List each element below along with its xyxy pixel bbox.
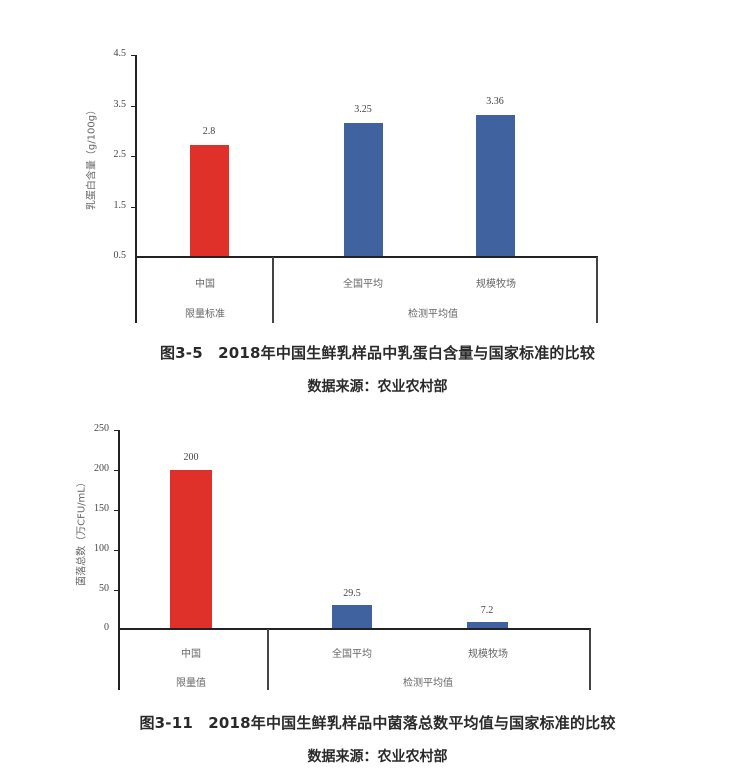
y-tick-label: 50 — [99, 583, 109, 594]
category-label: 规模牧场 — [476, 279, 516, 290]
y-tick — [114, 550, 119, 551]
group-label: 检测平均值 — [403, 678, 453, 689]
category-label: 中国 — [181, 649, 201, 660]
bar-large-farms — [476, 115, 515, 257]
figure-caption: 图3-5 2018年中国生鲜乳样品中乳蛋白含量与国家标准的比较 — [159, 344, 596, 362]
category-label: 规模牧场 — [468, 649, 508, 660]
category-label: 全国平均 — [332, 649, 372, 660]
bar-value-label: 3.25 — [354, 104, 372, 115]
group-label: 限量标准 — [185, 309, 225, 320]
data-source: 数据来源：农业农村部 — [307, 749, 448, 765]
category-label: 全国平均 — [343, 279, 383, 290]
y-tick — [114, 470, 119, 471]
group-divider — [272, 257, 274, 323]
y-tick-label: 0 — [104, 622, 109, 633]
y-axis-label: 菌落总数（万CFU/mL） — [76, 477, 88, 586]
y-tick — [131, 207, 136, 208]
y-tick — [114, 430, 119, 431]
y-tick-label: 2.5 — [113, 149, 127, 160]
figure-caption: 图3-11 2018年中国生鲜乳样品中菌落总数平均值与国家标准的比较 — [139, 714, 616, 732]
category-label: 中国 — [195, 279, 215, 290]
y-tick — [131, 55, 136, 56]
y-tick-label: 3.5 — [113, 99, 127, 110]
bar-value-label: 3.36 — [486, 96, 504, 107]
group-label: 检测平均值 — [408, 309, 458, 320]
y-tick-label: 200 — [94, 463, 109, 474]
y-axis — [118, 430, 120, 690]
y-tick — [131, 156, 136, 157]
bar-china-limit — [170, 470, 212, 629]
bar-value-label: 2.8 — [202, 126, 216, 137]
group-divider — [267, 629, 269, 690]
y-axis — [135, 55, 137, 323]
group-label: 限量值 — [176, 678, 206, 689]
y-tick-label: 250 — [94, 423, 109, 434]
y-tick — [114, 590, 119, 591]
bar-value-label: 29.5 — [343, 588, 361, 599]
x-axis — [118, 628, 591, 630]
x-axis — [135, 256, 598, 258]
bar-national-average — [332, 605, 372, 629]
y-tick-label: 4.5 — [113, 48, 127, 59]
bar-china-limit — [190, 145, 229, 257]
y-tick-label: 0.5 — [113, 250, 127, 261]
y-tick-label: 1.5 — [113, 200, 127, 211]
y-tick-label: 100 — [94, 543, 109, 554]
bar-large-farms — [467, 622, 508, 629]
bar-value-label: 7.2 — [480, 605, 494, 616]
axis-right-edge — [596, 257, 598, 323]
protein-chart: 乳蛋白含量（g/100g） 4.5 3.5 2.5 1.5 0.5 2.8 3.… — [87, 48, 598, 395]
bar-value-label: 200 — [183, 452, 199, 463]
y-tick — [114, 510, 119, 511]
axis-right-edge — [589, 629, 591, 690]
data-source: 数据来源：农业农村部 — [307, 379, 448, 395]
y-tick — [131, 106, 136, 107]
y-tick-label: 150 — [94, 503, 109, 514]
bar-national-average — [344, 123, 383, 257]
